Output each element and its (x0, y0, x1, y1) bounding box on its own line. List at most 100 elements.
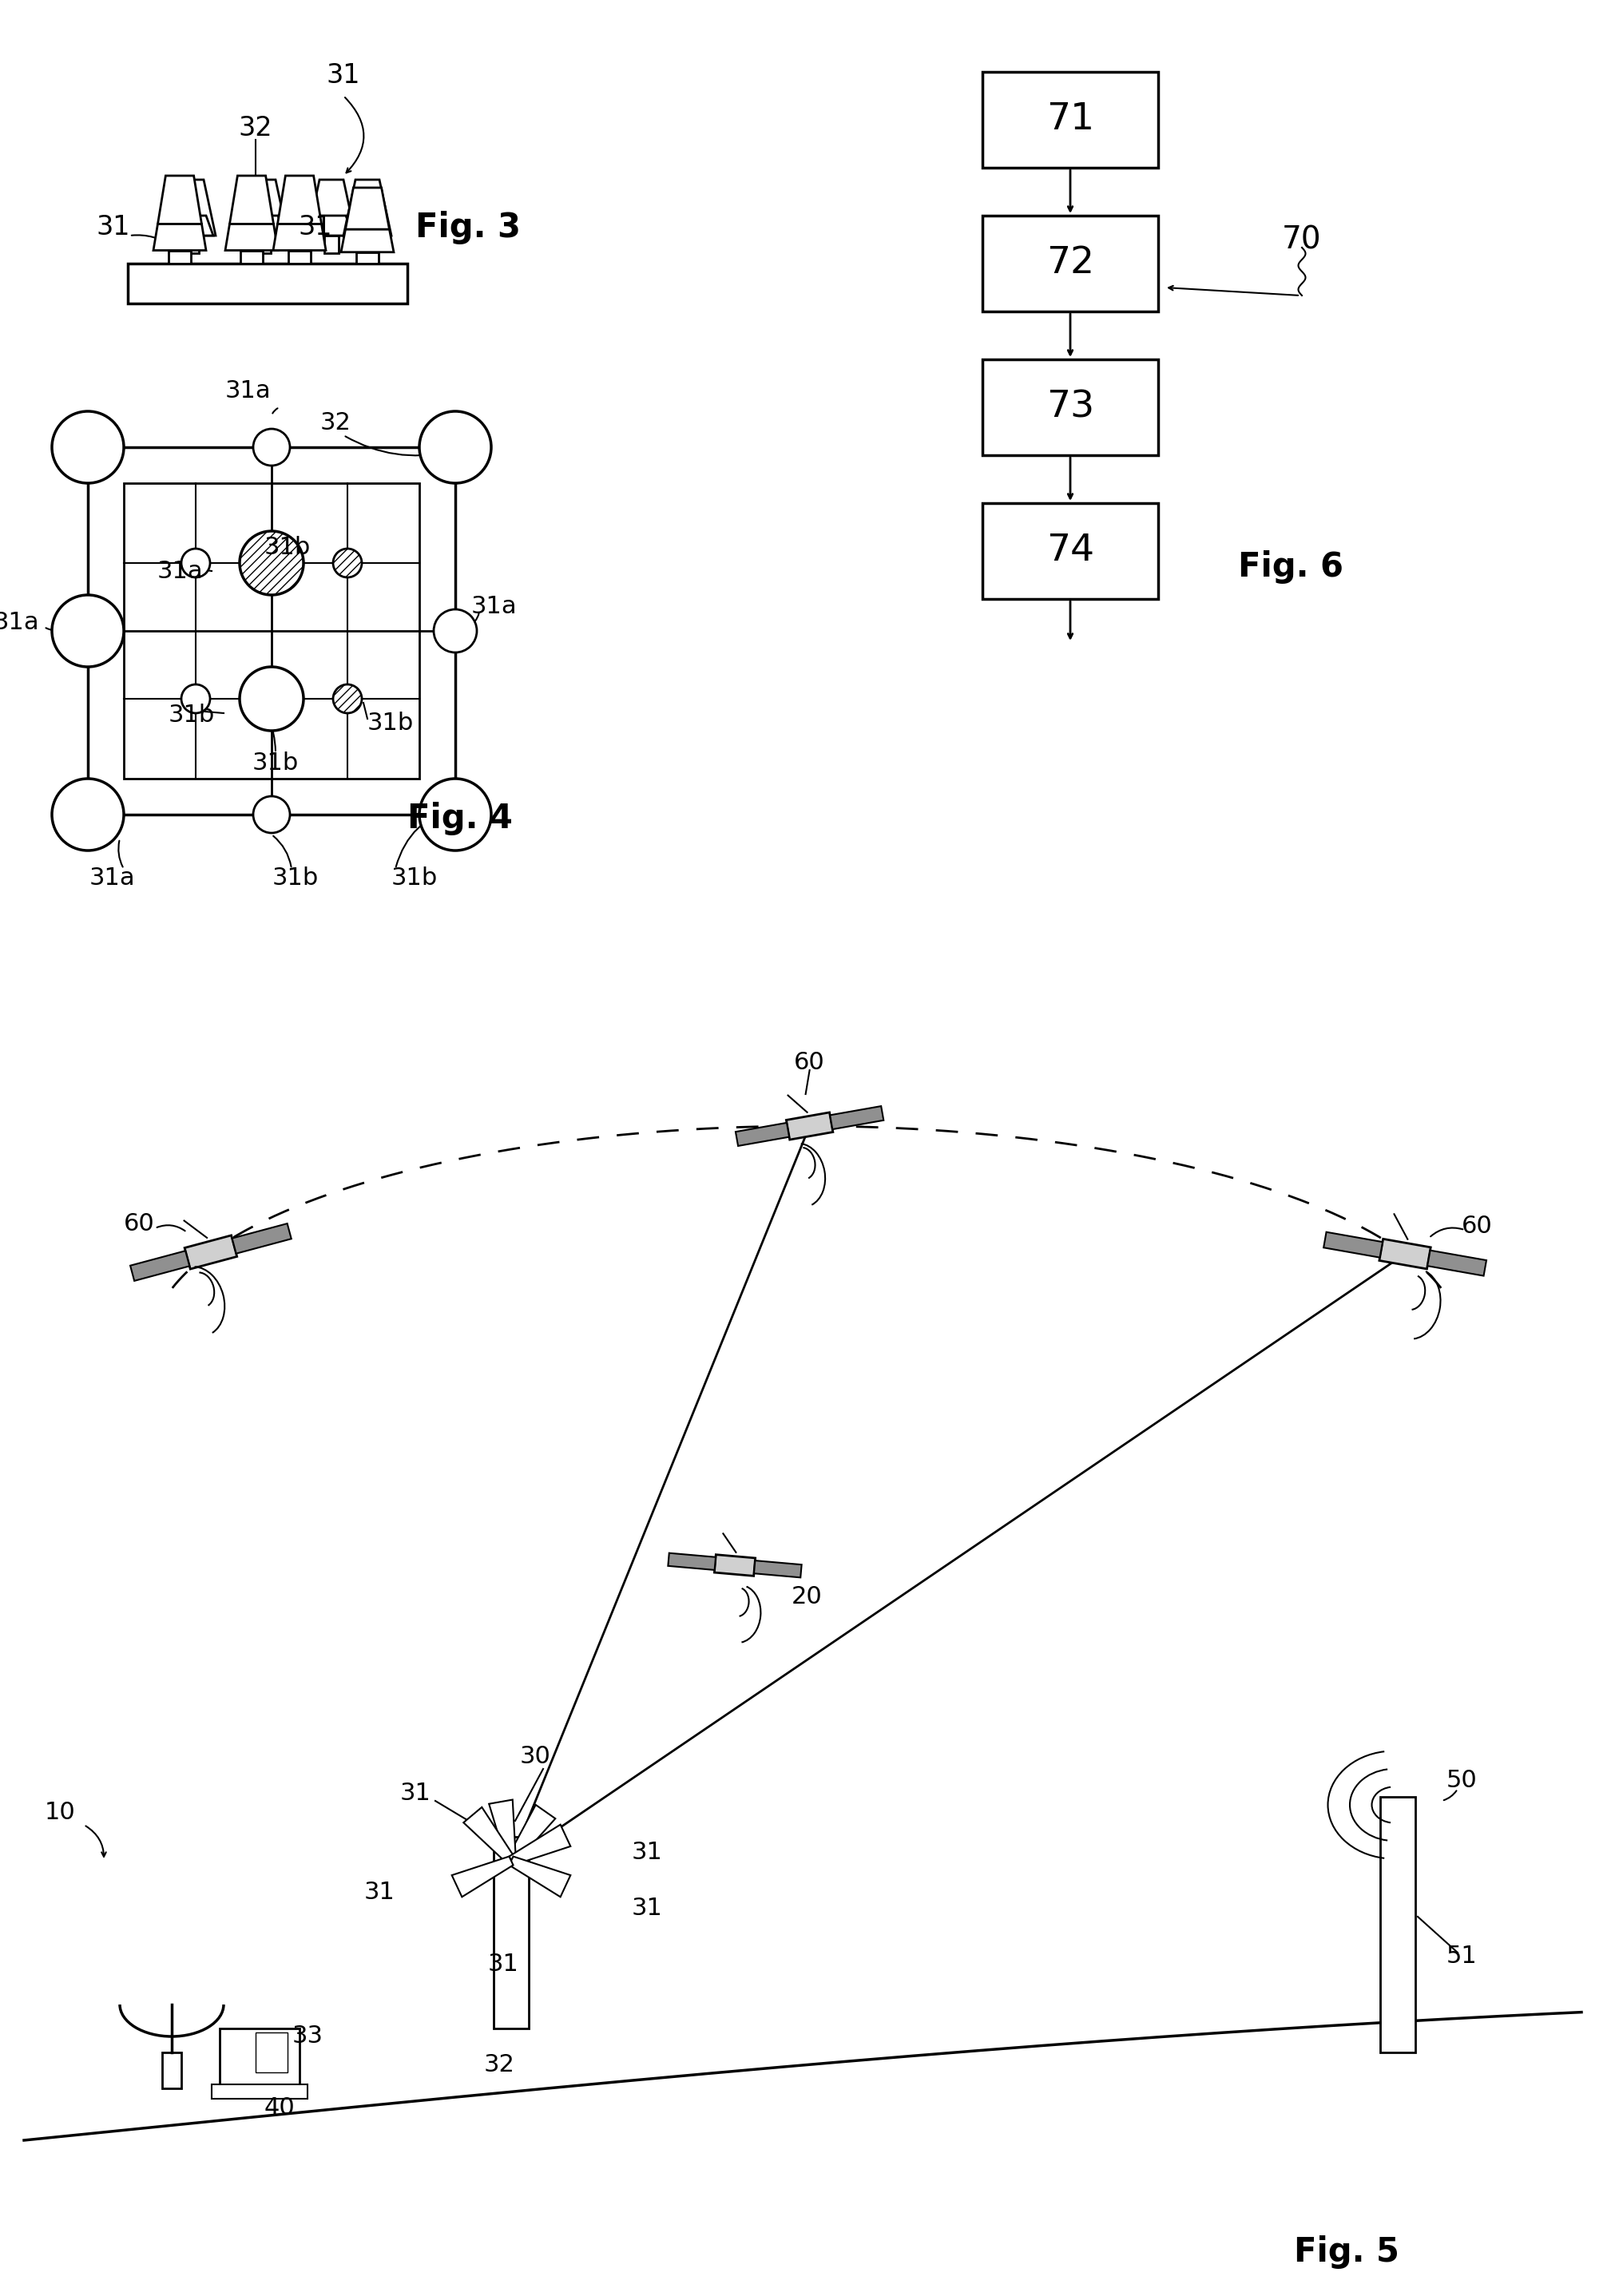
Circle shape (52, 778, 123, 850)
Text: 70: 70 (1282, 225, 1321, 255)
Text: 51: 51 (1446, 1945, 1477, 1968)
Polygon shape (464, 1807, 514, 1864)
Polygon shape (226, 225, 278, 250)
Text: 31b: 31b (367, 712, 414, 735)
Polygon shape (242, 216, 286, 236)
Bar (255, 2032, 287, 2073)
Text: 31: 31 (96, 214, 130, 241)
Bar (355, 253, 378, 264)
Text: 31b: 31b (252, 751, 299, 774)
Polygon shape (669, 1552, 716, 1570)
Polygon shape (185, 1235, 237, 1270)
Text: 31: 31 (631, 1841, 662, 1864)
Bar (162, 2053, 182, 2089)
Bar (982, 216, 1159, 312)
Bar (219, 2027, 300, 2085)
Circle shape (253, 429, 291, 466)
Text: 31: 31 (487, 1954, 519, 1977)
Polygon shape (510, 1857, 571, 1896)
Circle shape (433, 608, 477, 652)
Circle shape (52, 595, 123, 666)
Text: 31b: 31b (265, 535, 310, 558)
Polygon shape (508, 1805, 555, 1864)
Text: 31: 31 (326, 62, 360, 90)
Polygon shape (344, 179, 391, 236)
Polygon shape (307, 179, 355, 236)
Text: 60: 60 (1461, 1215, 1493, 1238)
Circle shape (182, 549, 209, 576)
Text: 30: 30 (519, 1745, 550, 1768)
Polygon shape (755, 1561, 802, 1577)
Text: 31b: 31b (273, 868, 318, 891)
Polygon shape (170, 216, 213, 236)
Text: 31a: 31a (157, 560, 203, 583)
Circle shape (240, 530, 304, 595)
Text: 33: 33 (292, 2025, 323, 2048)
Bar (360, 236, 375, 253)
Bar (211, 2085, 307, 2099)
Polygon shape (1380, 1240, 1431, 1270)
Bar (256, 236, 271, 253)
Circle shape (419, 411, 492, 482)
Text: 31a: 31a (89, 868, 135, 891)
Text: 72: 72 (1047, 246, 1094, 282)
Text: 50: 50 (1446, 1770, 1477, 1793)
Bar (169, 250, 192, 264)
Bar (185, 236, 200, 253)
Circle shape (182, 684, 209, 714)
Polygon shape (489, 1800, 516, 1862)
Text: Fig. 4: Fig. 4 (407, 801, 513, 836)
Text: 31a: 31a (224, 379, 271, 402)
Text: 31: 31 (364, 1880, 394, 1903)
Circle shape (240, 666, 304, 730)
Bar (982, 71, 1159, 168)
Text: Fig. 5: Fig. 5 (1294, 2236, 1399, 2268)
Bar (1380, 1798, 1415, 2053)
Polygon shape (240, 179, 287, 236)
Circle shape (333, 549, 362, 576)
Circle shape (253, 797, 291, 833)
Text: 32: 32 (320, 411, 351, 434)
Circle shape (52, 411, 123, 482)
Polygon shape (714, 1554, 755, 1575)
Text: 74: 74 (1047, 533, 1094, 569)
Bar (289, 250, 310, 264)
Circle shape (419, 778, 492, 850)
Text: 31: 31 (399, 1782, 430, 1805)
Bar (493, 1837, 529, 2027)
Polygon shape (310, 216, 354, 236)
Text: 73: 73 (1047, 390, 1094, 425)
Text: 31b: 31b (391, 868, 438, 891)
Polygon shape (232, 1224, 292, 1254)
Text: 31: 31 (631, 1896, 662, 1919)
Polygon shape (510, 1825, 571, 1864)
Bar (88, 448, 456, 815)
Text: 40: 40 (265, 2096, 295, 2119)
Polygon shape (278, 177, 321, 225)
Text: 60: 60 (123, 1212, 154, 1235)
Polygon shape (829, 1107, 883, 1130)
Circle shape (333, 684, 362, 714)
Text: 31a: 31a (0, 611, 39, 634)
Bar (123, 482, 419, 778)
Polygon shape (346, 188, 390, 230)
Text: 60: 60 (794, 1052, 824, 1075)
Bar (325, 236, 339, 253)
Bar (240, 250, 263, 264)
Polygon shape (273, 225, 326, 250)
Text: 71: 71 (1047, 101, 1094, 138)
Polygon shape (130, 1251, 190, 1281)
Polygon shape (1427, 1251, 1487, 1277)
Polygon shape (451, 1857, 513, 1896)
Polygon shape (346, 216, 390, 236)
Polygon shape (153, 225, 206, 250)
Text: Fig. 6: Fig. 6 (1238, 551, 1344, 583)
Polygon shape (229, 177, 274, 225)
Bar (982, 503, 1159, 599)
Text: 31: 31 (299, 214, 333, 241)
Text: 32: 32 (484, 2053, 514, 2076)
Text: 20: 20 (792, 1587, 823, 1609)
Text: Fig. 3: Fig. 3 (415, 211, 521, 243)
Polygon shape (167, 179, 216, 236)
Text: 31a: 31a (471, 595, 518, 618)
